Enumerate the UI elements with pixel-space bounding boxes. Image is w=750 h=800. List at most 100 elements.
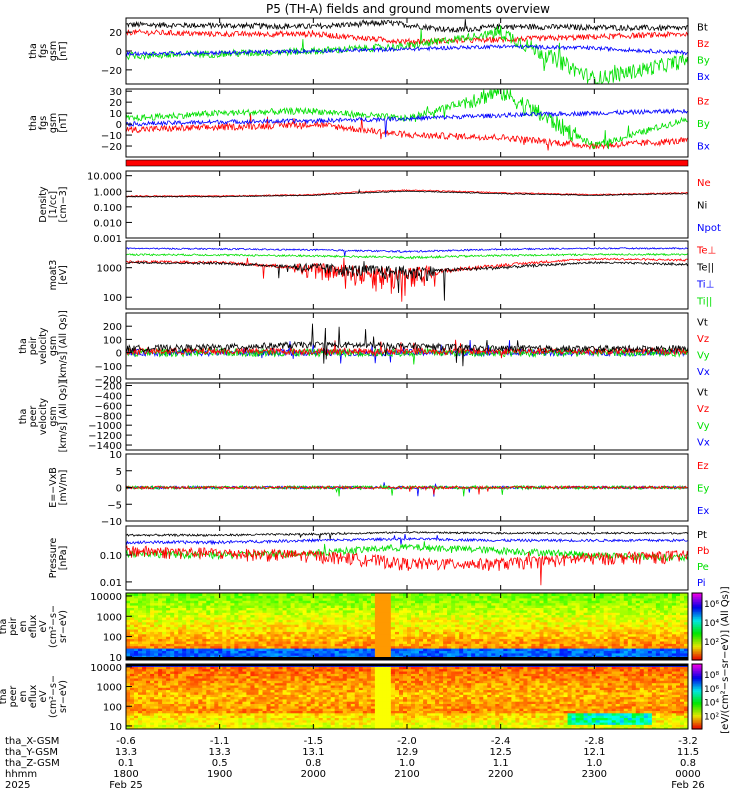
spectrogram-cell <box>370 645 376 649</box>
spectrogram-cell <box>142 687 147 691</box>
spectrogram-cell <box>162 614 167 618</box>
spectrogram-cell <box>334 631 340 635</box>
spectrogram-cell <box>182 633 187 637</box>
spectrogram-cell <box>230 640 235 644</box>
spectrogram-cell <box>459 640 464 644</box>
spectrogram-cell <box>350 612 356 616</box>
spectrogram-cell <box>354 602 360 606</box>
spectrogram-cell <box>346 648 352 651</box>
spectrogram-cell <box>435 619 440 623</box>
spectrogram-cell <box>655 628 661 632</box>
spectrogram-cell <box>680 614 685 618</box>
spectrogram-cell <box>134 701 139 704</box>
spectrogram-cell <box>146 712 151 716</box>
spectrogram-cell <box>282 652 288 656</box>
spectrogram-cell <box>431 616 436 620</box>
spectrogram-cell <box>539 597 545 601</box>
spectrogram-cell <box>459 650 464 654</box>
spectrogram-cell <box>575 607 581 611</box>
spectrogram-cell <box>370 600 376 604</box>
spectrogram-cell <box>190 609 195 613</box>
spectrogram-cell <box>230 614 235 618</box>
spectrogram-cell <box>495 631 500 635</box>
spectrogram-cell <box>627 616 633 620</box>
spectrogram-cell <box>202 689 207 693</box>
spectrogram-cell <box>463 645 468 649</box>
spectrogram-cell <box>527 631 532 635</box>
spectrogram-cell <box>599 645 605 649</box>
spectrogram-cell <box>627 621 633 625</box>
spectrogram-cell <box>262 624 268 628</box>
spectrogram-cell <box>234 609 239 613</box>
spectrogram-cell <box>270 593 276 596</box>
spectrogram-cell <box>146 609 151 613</box>
spectrogram-cell <box>198 595 203 599</box>
spectrogram-cell <box>519 650 524 654</box>
spectrogram-cell <box>242 612 247 616</box>
spectrogram-cell <box>479 655 484 659</box>
spectrogram-cell <box>298 648 304 651</box>
spectrogram-cell <box>519 595 524 599</box>
spectrogram-cell <box>463 600 468 604</box>
spectrogram-cell <box>258 600 264 604</box>
spectrogram-cell <box>306 655 312 659</box>
spectrogram-cell <box>551 600 557 604</box>
spectrogram-cell <box>655 595 661 599</box>
y-axis-label: [nT] <box>58 41 69 60</box>
spectrogram-cell <box>258 612 264 616</box>
spectrogram-cell <box>511 652 516 656</box>
spectrogram-cell <box>146 724 151 728</box>
spectrogram-cell <box>607 631 613 635</box>
spectrogram-cell <box>218 687 223 691</box>
spectrogram-cell <box>443 607 448 611</box>
spectrogram-cell <box>314 600 320 604</box>
spectrogram-cell <box>342 636 348 640</box>
spectrogram-cell <box>527 645 532 649</box>
spectrogram-cell <box>583 619 589 623</box>
spectrogram-cell <box>206 724 211 728</box>
spectrogram-cell <box>178 726 183 729</box>
spectrogram-cell <box>671 626 677 630</box>
spectrogram-cell <box>206 645 211 649</box>
spectrogram-cell <box>515 631 520 635</box>
spectrogram-cell <box>515 628 520 632</box>
spectrogram-cell <box>483 628 488 632</box>
spectrogram-cell <box>419 624 424 628</box>
spectrogram-cell <box>631 636 637 640</box>
spectrogram-cell <box>663 605 669 608</box>
spectrogram-cell <box>527 624 532 628</box>
spectrogram-cell <box>318 597 324 601</box>
spectrogram-cell <box>174 655 179 659</box>
spectrogram-cell <box>559 600 565 604</box>
spectrogram-cell <box>611 650 617 654</box>
spectrogram-cell <box>415 616 420 620</box>
spectrogram-cell <box>575 645 581 649</box>
spectrogram-cell <box>639 595 645 599</box>
legend-item: Ne <box>697 178 711 189</box>
spectrogram-cell <box>130 666 135 670</box>
legend-item: Te|| <box>696 263 714 274</box>
spectrogram-cell <box>314 643 320 647</box>
spectrogram-cell <box>587 605 593 608</box>
spectrogram-cell <box>322 655 328 659</box>
spectrogram-cell <box>499 636 504 640</box>
spectrogram-cell <box>415 609 420 613</box>
spectrogram-cell <box>226 631 231 635</box>
spectrogram-cell <box>362 631 368 635</box>
spectrogram-cell <box>559 655 565 659</box>
spectrogram-cell <box>230 655 235 659</box>
spectrogram-cell <box>166 719 171 723</box>
spectrogram-cell <box>174 673 179 677</box>
spectrogram-cell <box>262 655 268 659</box>
spectrogram-cell <box>563 605 569 608</box>
spectrogram-cell <box>182 645 187 649</box>
spectrogram-cell <box>226 708 231 711</box>
spectrogram-cell <box>178 640 183 644</box>
spectrogram-cell <box>399 614 404 618</box>
spectrogram-cell <box>459 636 464 640</box>
spectrogram-cell <box>583 626 589 630</box>
spectrogram-cell <box>659 655 665 659</box>
spectrogram-cell <box>250 600 255 604</box>
spectrogram-cell <box>342 612 348 616</box>
spectrogram-cell <box>226 643 231 647</box>
